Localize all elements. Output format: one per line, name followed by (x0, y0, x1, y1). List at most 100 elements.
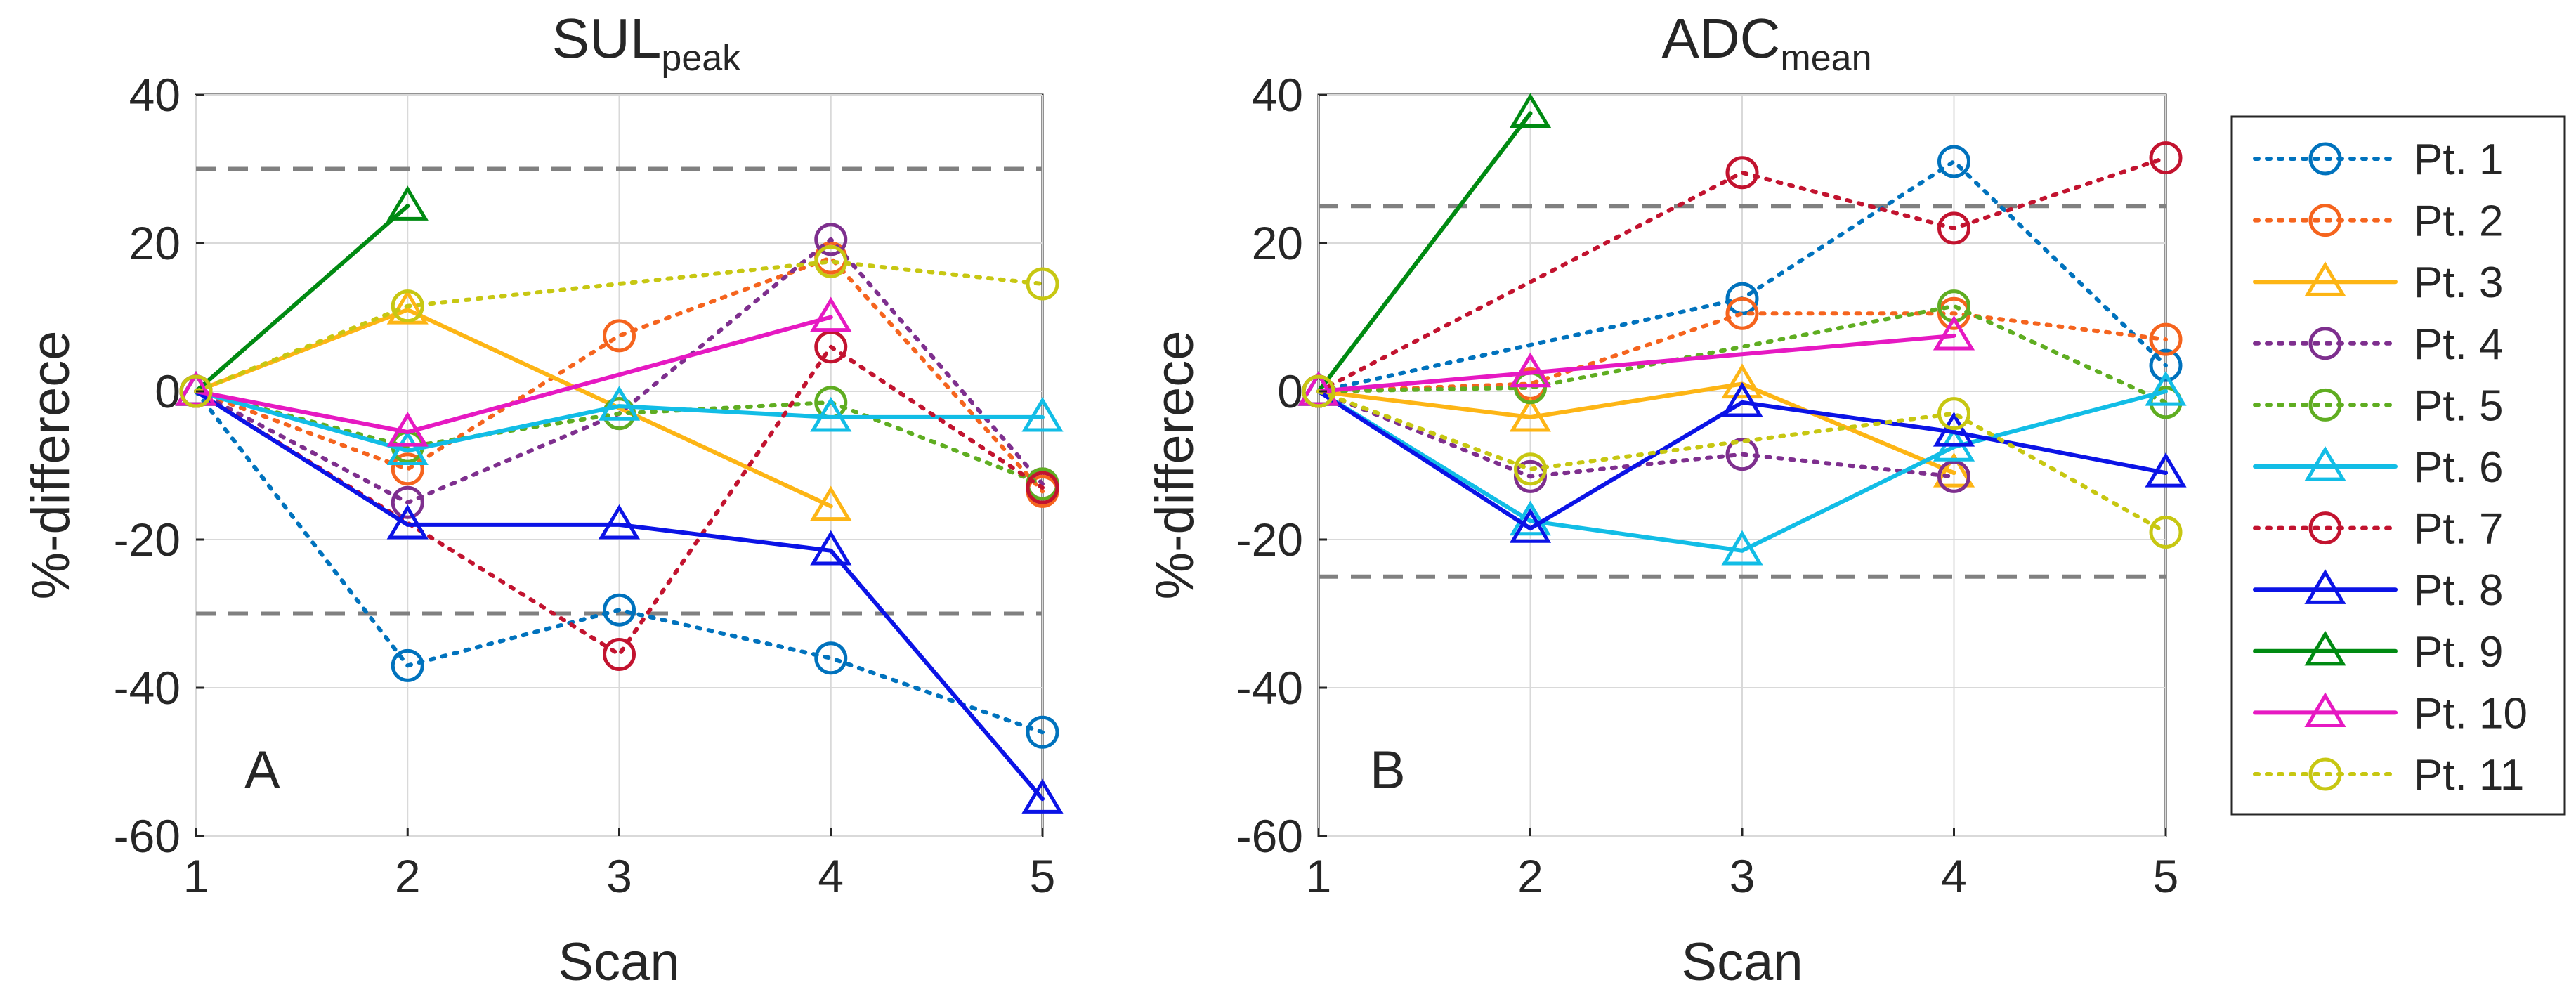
data-point-pt-6 (386, 430, 429, 466)
x-tick-label-a: 3 (606, 850, 632, 902)
y-tick-label-a: -40 (114, 662, 181, 714)
legend-entry-pt-3: Pt. 3 (2253, 259, 2504, 307)
legend-label: Pt. 9 (2414, 628, 2504, 677)
y-tick-label-b: -40 (1236, 662, 1303, 714)
data-point-pt-7 (1937, 211, 1970, 245)
y-tick-label-a: 0 (155, 365, 181, 417)
legend-entry-pt-5: Pt. 5 (2253, 381, 2504, 430)
y-tick-label-a: -20 (114, 514, 181, 566)
legend-label: Pt. 7 (2414, 505, 2504, 554)
x-tick-label-a: 5 (1030, 850, 1056, 902)
y-tick-label-a: -60 (114, 810, 181, 862)
legend-label: Pt. 11 (2414, 751, 2524, 799)
data-point-pt-2 (391, 452, 424, 486)
series-line-pt-8 (1316, 389, 2168, 531)
legend-entry-pt-7: Pt. 7 (2253, 505, 2504, 554)
legend-label: Pt. 1 (2414, 136, 2504, 184)
series-pt-10-b (1297, 315, 1975, 406)
x-tick-label-b: 2 (1517, 850, 1543, 902)
x-axis-label-a: Scan (558, 932, 679, 992)
data-point-pt-10 (1509, 352, 1552, 388)
series-line-pt-2 (194, 256, 1045, 494)
data-point-pt-7 (814, 330, 848, 364)
series-line-pt-9 (194, 204, 410, 393)
data-point-pt-8 (1021, 778, 1064, 814)
legend-entry-pt-8: Pt. 8 (2253, 566, 2504, 615)
legend-entry-pt-1: Pt. 1 (2253, 136, 2504, 184)
chart-title-b: ADCmean (1662, 7, 1872, 79)
data-point-pt-7 (1026, 471, 1059, 504)
legend-label: Pt. 8 (2414, 566, 2504, 615)
data-point-pt-10 (386, 411, 429, 447)
series-pt-11-b (1302, 374, 2183, 549)
series-pt-11-a (179, 244, 1059, 408)
y-tick-label-b: -60 (1236, 810, 1303, 862)
series-line-pt-5 (1316, 303, 2168, 405)
data-point-pt-1 (1026, 715, 1059, 749)
data-point-pt-1 (391, 648, 424, 682)
panel-label-a: A (244, 740, 280, 800)
y-tick-label-a: 40 (129, 69, 181, 121)
data-point-pt-11 (2149, 515, 2183, 549)
x-tick-label-a: 4 (818, 850, 844, 902)
data-point-pt-2 (603, 319, 636, 353)
data-point-pt-6 (1721, 530, 1763, 566)
y-tick-label-b: 20 (1252, 217, 1303, 269)
data-point-pt-9 (386, 185, 429, 221)
data-point-pt-6 (1509, 500, 1552, 536)
data-point-pt-8 (2145, 452, 2187, 488)
legend: Pt. 1 Pt. 2 Pt. 3 Pt. 4 Pt. 5 Pt. 6 Pt. 7 Pt. 8… (2230, 115, 2566, 816)
legend-entry-pt-6: Pt. 6 (2253, 443, 2504, 492)
data-point-pt-10 (1297, 370, 1340, 406)
data-point-pt-6 (598, 386, 641, 421)
data-point-pt-2 (2149, 322, 2183, 356)
data-point-pt-4 (1514, 459, 1547, 493)
data-point-pt-11 (1937, 397, 1970, 431)
data-point-pt-6 (2145, 370, 2187, 406)
x-tick-label-b: 4 (1941, 850, 1967, 902)
chart-title-sub-b: mean (1780, 38, 1871, 79)
data-point-pt-3 (1933, 452, 1975, 488)
series-line-pt-7 (1316, 155, 2168, 393)
legend-label: Pt. 2 (2414, 197, 2504, 246)
legend-label: Pt. 3 (2414, 259, 2504, 307)
legend-label: Pt. 4 (2414, 320, 2504, 369)
y-tick-label-a: 20 (129, 217, 181, 269)
data-point-pt-11 (391, 289, 424, 323)
data-point-pt-7 (1725, 156, 1759, 190)
data-point-pt-1 (814, 641, 848, 675)
x-tick-label-b: 1 (1306, 850, 1332, 902)
legend-marker-pt-8 (2304, 569, 2346, 604)
data-point-pt-3 (810, 485, 852, 521)
chart-title-main-a: SUL (552, 7, 662, 70)
series-line-pt-9 (1316, 111, 1533, 393)
legend-marker-pt-10 (2304, 692, 2346, 728)
legend-marker-pt-9 (2304, 630, 2346, 666)
data-point-pt-6 (1021, 396, 1064, 432)
data-point-pt-2 (1725, 296, 1759, 330)
data-point-pt-8 (1509, 508, 1552, 543)
data-point-pt-10 (810, 296, 852, 332)
data-point-pt-3 (1721, 363, 1763, 399)
data-point-pt-3 (1509, 396, 1552, 432)
series-line-pt-8 (194, 389, 1045, 802)
data-point-pt-1 (1937, 145, 1970, 178)
data-point-pt-8 (598, 504, 641, 540)
data-point-pt-10 (175, 370, 217, 406)
data-point-pt-11 (1514, 452, 1547, 486)
legend-entry-pt-11: Pt. 11 (2253, 751, 2524, 799)
series-line-pt-6 (1316, 389, 2168, 553)
legend-label: Pt. 6 (2414, 443, 2504, 492)
data-point-pt-7 (603, 638, 636, 672)
legend-marker-pt-2 (2308, 204, 2342, 237)
legend-entry-pt-9: Pt. 9 (2253, 628, 2504, 677)
legend-label: Pt. 5 (2414, 381, 2504, 430)
data-point-pt-11 (179, 374, 213, 408)
series-line-pt-11 (194, 259, 1045, 393)
data-point-pt-4 (391, 485, 424, 519)
series-line-pt-5 (194, 389, 1045, 486)
data-point-pt-11 (1026, 267, 1059, 301)
data-point-pt-1 (603, 593, 636, 627)
panel-label-b: B (1370, 740, 1406, 800)
